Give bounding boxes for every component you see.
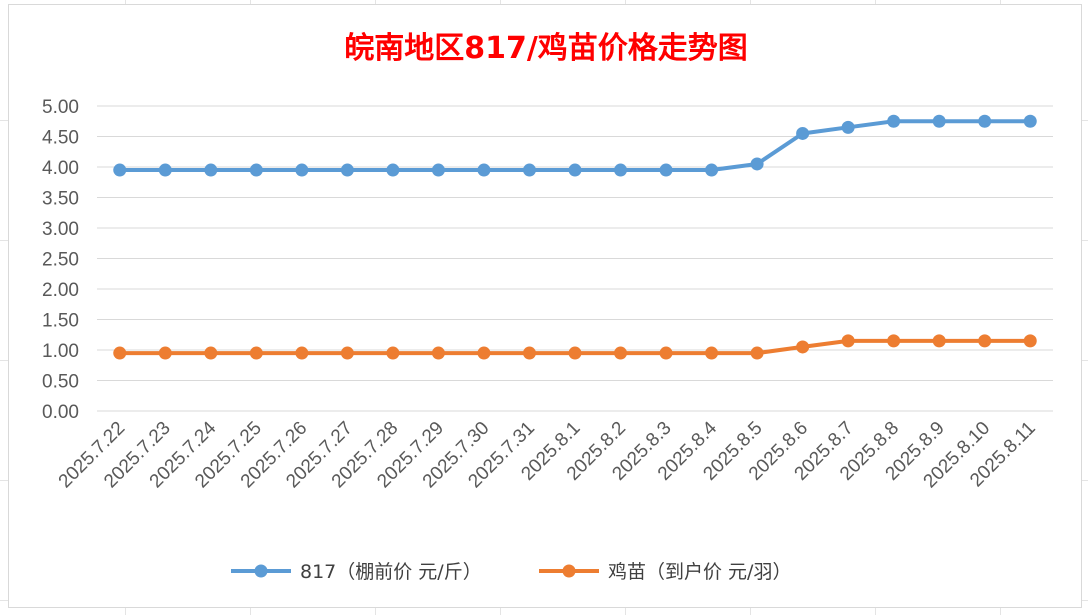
data-point[interactable]: [614, 346, 628, 360]
data-point[interactable]: [249, 163, 263, 177]
x-axis-ticks: 2025.7.222025.7.232025.7.242025.7.252025…: [55, 417, 1040, 492]
legend-label: 817（棚前价 元/斤）: [300, 561, 482, 583]
y-tick-label: 0.00: [42, 402, 79, 423]
data-point[interactable]: [750, 346, 764, 360]
legend-item-2[interactable]: 鸡苗（到户价 元/羽）: [539, 561, 791, 583]
data-point[interactable]: [340, 346, 354, 360]
data-point[interactable]: [113, 346, 127, 360]
data-point[interactable]: [522, 163, 536, 177]
data-point[interactable]: [340, 163, 354, 177]
data-point[interactable]: [431, 163, 445, 177]
data-point[interactable]: [158, 163, 172, 177]
data-point[interactable]: [978, 114, 992, 128]
y-tick-label: 4.50: [42, 128, 79, 149]
data-point[interactable]: [386, 163, 400, 177]
data-point[interactable]: [158, 346, 172, 360]
data-point[interactable]: [204, 163, 218, 177]
data-point[interactable]: [431, 346, 445, 360]
y-tick-label: 5.00: [42, 97, 79, 118]
legend-label: 鸡苗（到户价 元/羽）: [608, 561, 791, 583]
y-axis-ticks: 0.00 0.50 1.00 1.50 2.00 2.50 3.00 3.50 4.00 4.50…: [42, 97, 79, 423]
legend-item-1[interactable]: 817（棚前价 元/斤）: [231, 561, 482, 583]
data-point[interactable]: [841, 334, 855, 348]
line-chart: 皖南地区817/鸡苗价格走势图 0.00 0.50 1.00 1.50 2.00 2.50…: [42, 31, 1053, 583]
data-point[interactable]: [796, 340, 810, 354]
data-point[interactable]: [295, 346, 309, 360]
legend-marker: [254, 564, 268, 578]
data-point[interactable]: [1023, 334, 1037, 348]
data-point[interactable]: [477, 346, 491, 360]
data-point[interactable]: [978, 334, 992, 348]
gridlines: [97, 105, 1053, 412]
data-point[interactable]: [568, 346, 582, 360]
data-point[interactable]: [750, 157, 764, 171]
data-point[interactable]: [705, 163, 719, 177]
data-point[interactable]: [796, 126, 810, 140]
data-point[interactable]: [659, 163, 673, 177]
y-tick-label: 3.50: [42, 189, 79, 210]
y-tick-label: 3.00: [42, 219, 79, 240]
data-point[interactable]: [659, 346, 673, 360]
data-point[interactable]: [386, 346, 400, 360]
y-tick-label: 1.00: [42, 341, 79, 362]
legend-marker: [562, 564, 576, 578]
chart-container[interactable]: 皖南地区817/鸡苗价格走势图 0.00 0.50 1.00 1.50 2.00 2.50…: [8, 4, 1082, 608]
data-point[interactable]: [295, 163, 309, 177]
data-point[interactable]: [204, 346, 218, 360]
legend[interactable]: 817（棚前价 元/斤） 鸡苗（到户价 元/羽）: [231, 561, 791, 583]
data-point[interactable]: [1023, 114, 1037, 128]
data-point[interactable]: [887, 334, 901, 348]
y-tick-label: 0.50: [42, 372, 79, 393]
series-1[interactable]: [113, 114, 1037, 177]
data-point[interactable]: [614, 163, 628, 177]
y-tick-label: 4.00: [42, 158, 79, 179]
series-layer: [113, 114, 1037, 360]
series-2[interactable]: [113, 334, 1037, 360]
data-point[interactable]: [477, 163, 491, 177]
y-tick-label: 2.00: [42, 280, 79, 301]
data-point[interactable]: [249, 346, 263, 360]
y-tick-label: 1.50: [42, 311, 79, 332]
data-point[interactable]: [932, 114, 946, 128]
data-point[interactable]: [887, 114, 901, 128]
series-line[interactable]: [119, 119, 1031, 172]
y-tick-label: 2.50: [42, 250, 79, 271]
data-point[interactable]: [841, 120, 855, 134]
data-point[interactable]: [568, 163, 582, 177]
data-point[interactable]: [932, 334, 946, 348]
data-point[interactable]: [705, 346, 719, 360]
data-point[interactable]: [522, 346, 536, 360]
data-point[interactable]: [113, 163, 127, 177]
chart-title: 皖南地区817/鸡苗价格走势图: [344, 31, 748, 66]
